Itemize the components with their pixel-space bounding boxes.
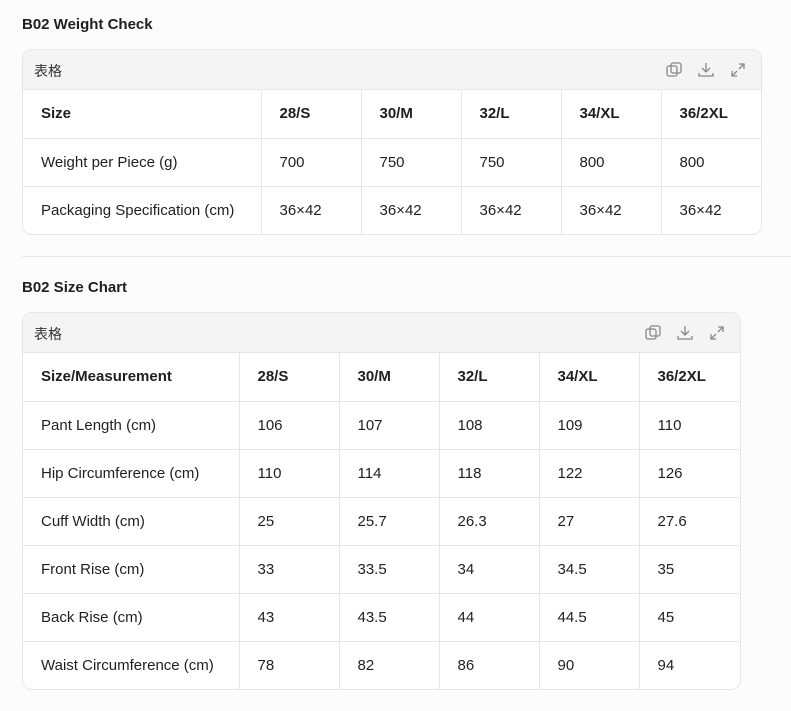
table-cell: 110 (239, 449, 340, 498)
table-cell: 34 (439, 545, 540, 594)
table-row: Pant Length (cm) 106 107 108 109 110 (23, 401, 739, 450)
header-cell: 36/2XL (639, 353, 739, 402)
header-cell: 28/S (261, 90, 362, 139)
table-card: 表格 Size/Measurement 28/S 30/M 32/L 34/XL 36/2… (22, 312, 741, 690)
header-cell: 34/XL (539, 353, 640, 402)
table-label: 表格 (34, 326, 62, 342)
table-cell: Pant Length (cm) (23, 401, 240, 450)
table-card: 表格 Size 28/S 30/M 32/L 34/XL 36/2XL Weight per… (22, 49, 762, 235)
table-cell: 800 (661, 138, 761, 187)
table-cell: 27 (539, 497, 640, 546)
table-cell: 86 (439, 641, 540, 689)
header-cell: 34/XL (561, 90, 662, 139)
table-row: Front Rise (cm) 33 33.5 34 34.5 35 (23, 545, 739, 594)
table-cell: 36×42 (561, 186, 662, 234)
table-cell: 36×42 (679, 201, 722, 219)
table-cell: 45 (639, 593, 739, 642)
download-icon[interactable] (697, 61, 715, 79)
table-row: Back Rise (cm) 43 43.5 44 44.5 45 (23, 593, 739, 642)
expand-icon[interactable] (729, 61, 747, 79)
table: Size 28/S 30/M 32/L 34/XL 36/2XL Weight per Pi… (23, 90, 761, 234)
table-cell: Weight per Piece (g) (23, 138, 262, 187)
table-cell: 27.6 (639, 497, 739, 546)
table-cell: 700 (261, 138, 362, 187)
table-cell: 33.5 (339, 545, 440, 594)
table-label: 表格 (34, 63, 62, 79)
table-cell: 35 (639, 545, 739, 594)
table-cell: Front Rise (cm) (23, 545, 240, 594)
table-cell: 106 (239, 401, 340, 450)
download-icon[interactable] (676, 324, 694, 342)
header-cell: 32/L (461, 90, 562, 139)
copy-icon[interactable] (644, 324, 662, 342)
table-cell: 750 (461, 138, 562, 187)
table-cell: 122 (539, 449, 640, 498)
header-cell: 30/M (361, 90, 462, 139)
expand-icon[interactable] (708, 324, 726, 342)
toolbar-icons (644, 324, 726, 342)
table-cell: 90 (539, 641, 640, 689)
table-cell: Packaging Specification (cm) (23, 186, 262, 234)
table-cell: 109 (539, 401, 640, 450)
table-cell: 82 (339, 641, 440, 689)
table-cell: 78 (239, 641, 340, 689)
table-cell: Cuff Width (cm) (23, 497, 240, 546)
table-cell: 34.5 (539, 545, 640, 594)
table-toolbar: 表格 (23, 50, 761, 90)
table-cell: 43.5 (339, 593, 440, 642)
table-cell: 114 (339, 449, 440, 498)
table-row: Hip Circumference (cm) 110 114 118 122 126 (23, 449, 739, 498)
table-cell: 750 (361, 138, 462, 187)
table-cell: 36×42 (361, 186, 462, 234)
table-row: Weight per Piece (g) 700 750 750 800 800 (23, 138, 761, 187)
header-cell: 30/M (339, 353, 440, 402)
header-cell: 28/S (239, 353, 340, 402)
table-cell: 44.5 (539, 593, 640, 642)
table-cell: Back Rise (cm) (23, 593, 240, 642)
header-cell: Size (23, 90, 262, 139)
table-cell: 43 (239, 593, 340, 642)
table-cell: 44 (439, 593, 540, 642)
table-cell: 25 (239, 497, 340, 546)
header-cell: 32/L (439, 353, 540, 402)
table-cell: 94 (657, 656, 675, 674)
table-cell: 126 (639, 449, 739, 498)
table-row: Waist Circumference (cm) 78 82 86 90 94 (23, 641, 739, 689)
copy-icon[interactable] (665, 61, 683, 79)
section-title: B02 Weight Check (22, 16, 153, 33)
table-cell: 107 (339, 401, 440, 450)
toolbar-icons (665, 61, 747, 79)
table-cell: 26.3 (439, 497, 540, 546)
table-toolbar: 表格 (23, 313, 740, 353)
table-cell: 108 (439, 401, 540, 450)
header-row: Size 28/S 30/M 32/L 34/XL 36/2XL (23, 90, 761, 139)
header-cell: Size/Measurement (23, 353, 240, 402)
section-title: B02 Size Chart (22, 279, 128, 296)
divider (22, 256, 791, 257)
table: Size/Measurement 28/S 30/M 32/L 34/XL 36/2XL P… (23, 353, 739, 689)
header-cell: 36/2XL (661, 90, 761, 139)
table-cell: 36×42 (461, 186, 562, 234)
table-cell: 800 (561, 138, 662, 187)
table-cell: 33 (239, 545, 340, 594)
table-row: Cuff Width (cm) 25 25.7 26.3 27 27.6 (23, 497, 739, 546)
table-cell: Waist Circumference (cm) (23, 641, 240, 689)
table-cell: 118 (439, 449, 540, 498)
table-row: Packaging Specification (cm) 36×42 36×42 36… (23, 186, 761, 234)
table-cell: 25.7 (339, 497, 440, 546)
header-row: Size/Measurement 28/S 30/M 32/L 34/XL 36/2XL (23, 353, 739, 402)
table-cell: 110 (639, 401, 739, 450)
table-cell: Hip Circumference (cm) (23, 449, 240, 498)
table-cell: 36×42 (261, 186, 362, 234)
